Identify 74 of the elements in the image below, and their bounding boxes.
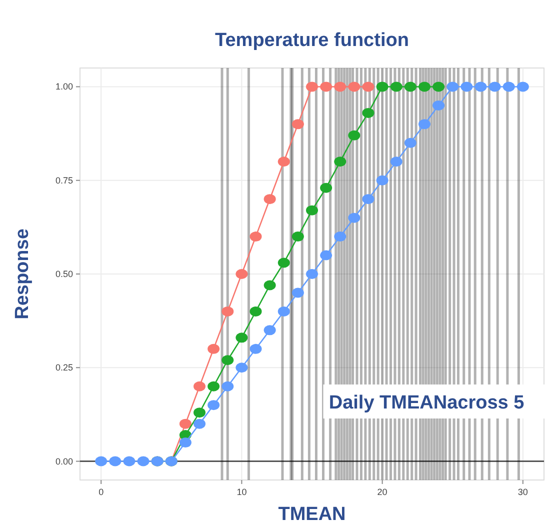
point <box>222 355 234 366</box>
point <box>348 82 360 92</box>
point <box>109 456 122 466</box>
point <box>292 119 304 130</box>
point <box>502 82 515 92</box>
point <box>292 232 304 242</box>
point <box>404 82 416 92</box>
point <box>264 325 276 336</box>
point <box>306 205 318 216</box>
point <box>250 344 262 354</box>
point <box>348 212 360 223</box>
y-tick-label: 0.00 <box>55 456 73 466</box>
point <box>320 182 332 193</box>
point <box>376 175 388 186</box>
x-tick-label: 0 <box>98 487 104 497</box>
x-tick-label: 10 <box>236 487 247 497</box>
point <box>432 100 445 110</box>
y-axis-title: Response <box>12 228 33 320</box>
x-tick-label: 30 <box>518 487 528 497</box>
point <box>95 456 108 466</box>
point <box>194 408 206 418</box>
point <box>306 269 318 279</box>
point <box>292 288 304 298</box>
point <box>278 306 290 316</box>
point <box>222 381 234 392</box>
point <box>123 456 136 466</box>
point <box>334 232 346 242</box>
point <box>320 250 332 260</box>
point <box>362 194 374 204</box>
point <box>236 332 248 343</box>
annotation: Daily TMEANacross 5 <box>328 392 525 414</box>
point <box>236 269 248 279</box>
point <box>348 130 360 140</box>
point <box>376 82 388 92</box>
point <box>390 156 402 167</box>
point <box>278 258 290 268</box>
chart-title: Temperature function <box>215 30 409 51</box>
y-tick-label: 0.75 <box>55 175 73 186</box>
point <box>404 138 416 148</box>
point <box>194 381 206 392</box>
y-tick-label: 0.50 <box>55 269 73 279</box>
point <box>208 381 220 392</box>
point <box>179 418 192 429</box>
x-tick-label: 20 <box>377 487 388 497</box>
point <box>208 400 220 410</box>
point <box>236 362 248 373</box>
point <box>264 280 276 290</box>
point <box>488 82 501 92</box>
point <box>306 82 318 92</box>
point <box>194 418 206 429</box>
point <box>250 232 262 242</box>
y-tick-label: 0.25 <box>55 362 73 373</box>
y-tick-label: 1.00 <box>55 82 73 92</box>
point <box>516 82 529 92</box>
point <box>222 306 234 316</box>
point <box>208 344 220 354</box>
point <box>362 108 374 118</box>
point <box>250 306 262 316</box>
point <box>418 119 430 130</box>
point <box>432 82 445 92</box>
point <box>418 82 430 92</box>
point <box>334 82 346 92</box>
point <box>460 82 473 92</box>
point <box>334 156 346 167</box>
point <box>179 438 192 448</box>
point <box>446 82 459 92</box>
point <box>264 194 276 204</box>
point <box>137 456 150 466</box>
point <box>474 82 487 92</box>
x-axis-title: TMEAN <box>278 504 346 525</box>
point <box>278 156 290 167</box>
point <box>390 82 402 92</box>
point <box>362 82 374 92</box>
point <box>320 82 332 92</box>
